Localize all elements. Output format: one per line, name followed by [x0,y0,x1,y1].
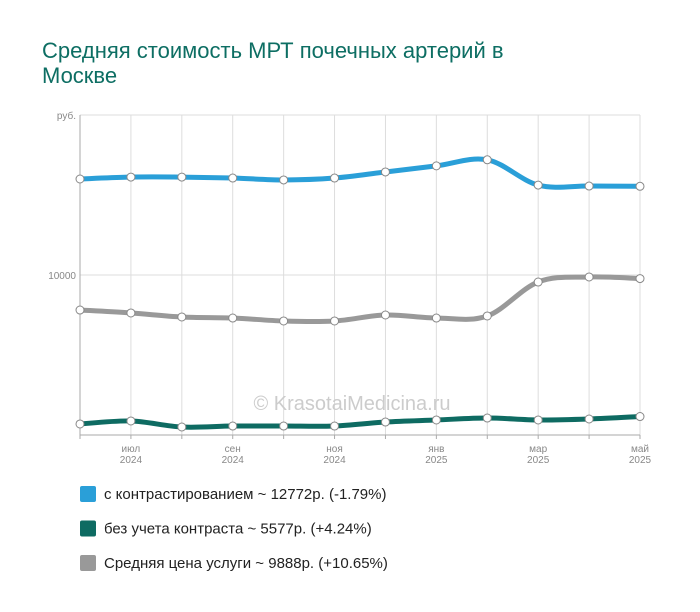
series-line [79,156,641,190]
series-line [79,274,641,325]
point [482,311,492,321]
y-tick-label: руб. [57,110,76,122]
legend-label: с контрастированием ~ 12772р. (-1.79%) [104,486,386,503]
point [177,422,187,432]
point [533,277,543,287]
point [75,305,85,315]
point [228,173,238,183]
point [177,312,187,322]
point [75,174,85,184]
x-tick-label: ноя 2024 [323,444,346,466]
point [533,180,543,190]
point [584,272,594,282]
point [431,313,441,323]
point [584,181,594,191]
x-tick-label: сен 2024 [221,444,244,466]
point [635,274,645,284]
point [126,308,136,318]
legend-swatch [80,555,96,571]
point [330,173,340,183]
point [482,413,492,423]
x-tick-label: янв 2025 [425,444,448,466]
watermark: © KrasotaiMedicina.ru [253,393,450,415]
point [279,421,289,431]
legend-label: Средняя цена услуги ~ 9888р. (+10.65%) [104,555,388,572]
point [635,412,645,422]
point [380,310,390,320]
point [380,417,390,427]
point [533,415,543,425]
legend-swatch [80,486,96,502]
point [279,175,289,185]
x-tick-label: мар 2025 [527,444,550,466]
point [431,415,441,425]
point [330,316,340,326]
y-tick-label: 10000 [48,271,76,282]
legend-swatch [80,520,96,537]
series-line [79,414,641,430]
point [380,167,390,177]
point [75,419,85,429]
point [584,414,594,424]
point [431,161,441,171]
chart-title: Средняя стоимость МРТ почечных артерий в… [42,38,504,88]
point [330,421,340,431]
point [126,416,136,426]
point [177,172,187,182]
point [482,155,492,165]
legend-label: без учета контраста ~ 5577р. (+4.24%) [104,520,372,537]
point [279,316,289,326]
x-tick-label: май 2025 [628,444,652,466]
point [228,421,238,431]
point [126,172,136,182]
point [635,181,645,191]
point [228,313,238,323]
x-tick-label: июл 2024 [119,444,143,466]
